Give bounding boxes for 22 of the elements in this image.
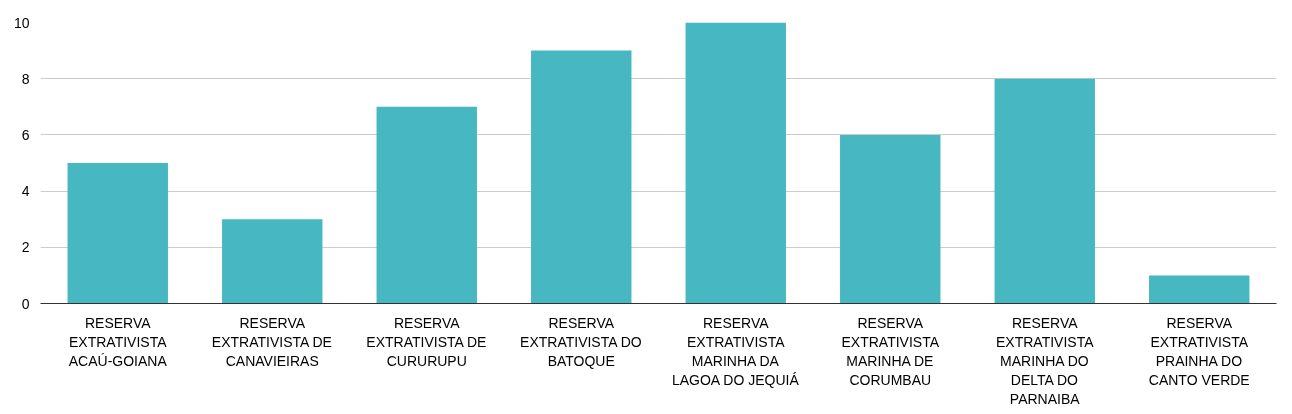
bar: [1149, 275, 1250, 304]
bar: [994, 78, 1095, 304]
y-tick-label: 0: [21, 295, 30, 312]
bar: [222, 219, 323, 304]
y-tick-label: 10: [13, 14, 30, 31]
y-tick-label: 8: [21, 70, 30, 87]
y-tick-label: 6: [21, 126, 30, 143]
y-tick-label: 4: [21, 183, 30, 200]
x-tick-label: RESERVA EXTRATIVISTA MARINHA DO DELTA DO PARNAIBA: [996, 314, 1095, 408]
x-tick-label: RESERVA EXTRATIVISTA MARINHA DE CORUMBAU: [841, 314, 940, 389]
y-tick-label: 2: [21, 239, 30, 256]
bar: [685, 22, 786, 304]
x-tick-label: RESERVA EXTRATIVISTA DO BATOQUE: [520, 314, 642, 369]
x-tick-label: RESERVA EXTRATIVISTA MARINHA DA LAGOA DO JEQUIÁ: [671, 314, 800, 389]
x-tick-label: RESERVA EXTRATIVISTA PRAINHA DO CANTO VERDE: [1148, 314, 1250, 389]
x-tick-label: RESERVA EXTRATIVISTA DE CURURUPU: [366, 314, 487, 369]
x-tick-label: RESERVA EXTRATIVISTA DE CANAVIEIRAS: [211, 314, 332, 369]
bar: [840, 134, 941, 304]
bar: [67, 163, 168, 304]
bar: [531, 50, 632, 304]
x-tick-label: RESERVA EXTRATIVISTA ACAÚ-GOIANA: [68, 314, 168, 369]
bar: [376, 106, 477, 304]
